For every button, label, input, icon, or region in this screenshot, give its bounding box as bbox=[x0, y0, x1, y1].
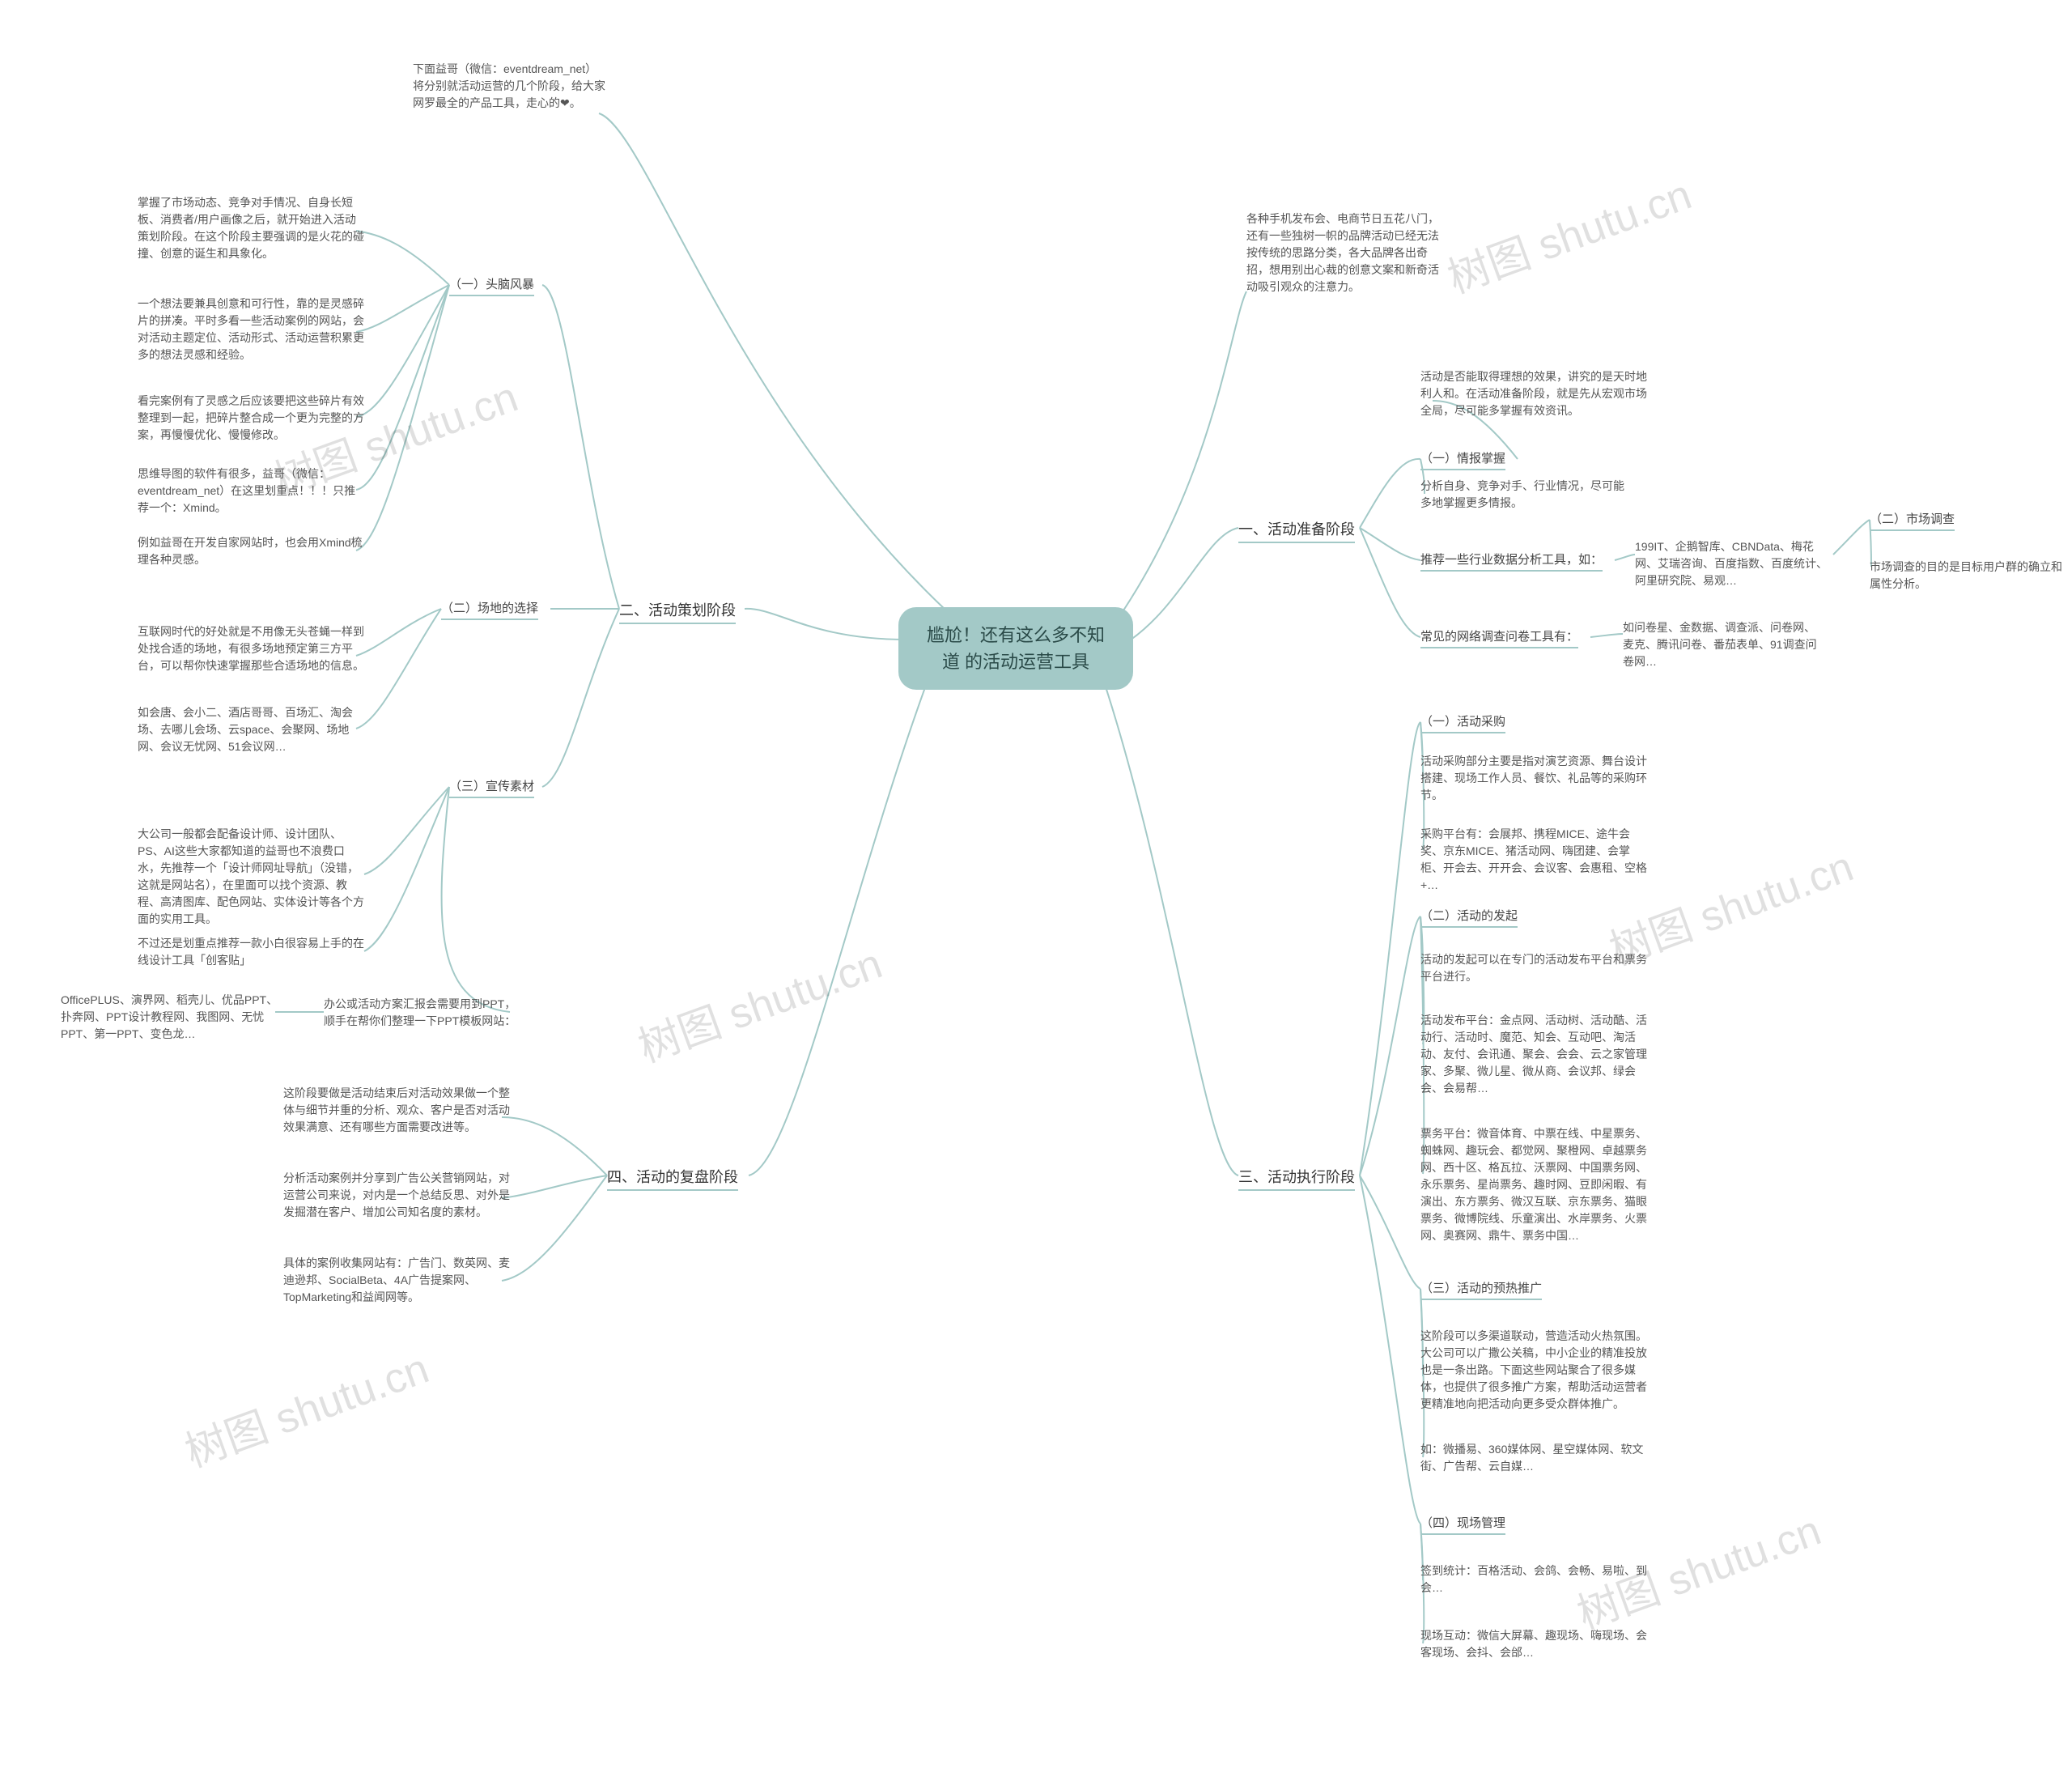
leaf: 签到统计：百格活动、会鸽、会畅、易啦、到会… bbox=[1420, 1562, 1647, 1596]
leaf: 这阶段要做是活动结束后对活动效果做一个整体与细节并重的分析、观众、客户是否对活动… bbox=[283, 1085, 510, 1136]
leaf: 199IT、企鹅智库、CBNData、梅花网、艾瑞咨询、百度指数、百度统计、阿里… bbox=[1635, 538, 1829, 589]
leaf: 这阶段可以多渠道联动，营造活动火热氛围。大公司可以广撒公关稿，中小企业的精准投放… bbox=[1420, 1328, 1647, 1413]
sub-material[interactable]: （三）宣传素材 bbox=[449, 777, 534, 798]
leaf: 市场调查的目的是目标用户群的确立和属性分析。 bbox=[1870, 559, 2064, 593]
branch-review[interactable]: 四、活动的复盘阶段 bbox=[607, 1166, 738, 1191]
sub-brainstorm[interactable]: （一）头脑风暴 bbox=[449, 275, 534, 296]
sub-intel[interactable]: （一）情报掌握 bbox=[1420, 449, 1505, 470]
sub-tools[interactable]: 推荐一些行业数据分析工具，如： bbox=[1420, 551, 1603, 572]
leaf: 如会唐、会小二、酒店哥哥、百场汇、淘会场、去哪儿会场、云space、会聚网、场地… bbox=[138, 704, 364, 755]
leaf: 采购平台有：会展邦、携程MICE、途牛会奖、京东MICE、猪活动网、嗨团建、会掌… bbox=[1420, 826, 1647, 894]
watermark: 树图 shutu.cn bbox=[176, 1334, 436, 1478]
branch-prepare[interactable]: 一、活动准备阶段 bbox=[1238, 518, 1355, 543]
center-topic[interactable]: 尴尬！还有这么多不知道 的活动运营工具 bbox=[898, 607, 1133, 690]
leaf: 活动的发起可以在专门的活动发布平台和票务平台进行。 bbox=[1420, 951, 1647, 985]
leaf: 如：微播易、360媒体网、星空媒体网、软文街、广告帮、云自媒… bbox=[1420, 1441, 1647, 1475]
leaf: 分析自身、竞争对手、行业情况，尽可能多地掌握更多情报。 bbox=[1420, 478, 1631, 512]
leaf: 现场互动：微信大屏幕、趣现场、嗨现场、会客现场、会抖、会邰… bbox=[1420, 1627, 1647, 1661]
leaf: 不过还是划重点推荐一款小白很容易上手的在线设计工具「创客贴」 bbox=[138, 935, 364, 969]
leaf: 办公或活动方案汇报会需要用到PPT，顺手在帮你们整理一下PPT模板网站： bbox=[324, 996, 518, 1030]
intro-left: 下面益哥（微信：eventdream_net）将分别就活动运营的几个阶段，给大家… bbox=[413, 61, 607, 112]
branch-plan[interactable]: 二、活动策划阶段 bbox=[619, 599, 736, 624]
leaf: 大公司一般都会配备设计师、设计团队、PS、AI这些大家都知道的益哥也不浪费口水，… bbox=[138, 826, 364, 928]
leaf: 例如益哥在开发自家网站时，也会用Xmind梳理各种灵感。 bbox=[138, 534, 364, 568]
sub-onsite[interactable]: （四）现场管理 bbox=[1420, 1514, 1505, 1535]
leaf: 如问卷星、金数据、调查派、问卷网、麦克、腾讯问卷、番茄表单、91调查问卷网… bbox=[1623, 619, 1817, 670]
leaf: 互联网时代的好处就是不用像无头苍蝇一样到处找合适的场地，有很多场地预定第三方平台… bbox=[138, 623, 364, 674]
leaf: 活动发布平台：金点网、活动树、活动酷、活动行、活动时、魔范、知会、互动吧、淘活动… bbox=[1420, 1012, 1647, 1097]
leaf: 掌握了市场动态、竞争对手情况、自身长短板、消费者/用户画像之后，就开始进入活动策… bbox=[138, 194, 364, 262]
watermark: 树图 shutu.cn bbox=[629, 929, 890, 1073]
sub-launch[interactable]: （二）活动的发起 bbox=[1420, 907, 1518, 928]
leaf: 一个想法要兼具创意和可行性，靠的是灵感碎片的拼凑。平时多看一些活动案例的网站，会… bbox=[138, 295, 364, 363]
leaf: 看完案例有了灵感之后应该要把这些碎片有效整理到一起，把碎片整合成一个更为完整的方… bbox=[138, 393, 364, 444]
leaf: 活动采购部分主要是指对演艺资源、舞台设计搭建、现场工作人员、餐饮、礼品等的采购环… bbox=[1420, 753, 1647, 804]
sub-market-research[interactable]: （二）市场调查 bbox=[1870, 510, 1955, 531]
leaf: 票务平台：微音体育、中票在线、中星票务、蜘蛛网、趣玩会、都觉网、聚橙网、卓越票务… bbox=[1420, 1125, 1647, 1244]
sub-venue[interactable]: （二）场地的选择 bbox=[441, 599, 538, 620]
leaf: 具体的案例收集网站有：广告门、数英网、麦迪逊邦、SocialBeta、4A广告提… bbox=[283, 1255, 510, 1306]
leaf: 思维导图的软件有很多，益哥（微信：eventdream_net）在这里划重点！！… bbox=[138, 466, 364, 517]
leaf: 分析活动案例并分享到广告公关营销网站，对运营公司来说，对内是一个总结反思、对外是… bbox=[283, 1170, 510, 1221]
sub-purchase[interactable]: （一）活动采购 bbox=[1420, 712, 1505, 733]
leaf: 活动是否能取得理想的效果，讲究的是天时地利人和。在活动准备阶段，就是先从宏观市场… bbox=[1420, 368, 1647, 419]
sub-promo[interactable]: （三）活动的预热推广 bbox=[1420, 1279, 1542, 1300]
sub-survey[interactable]: 常见的网络调查问卷工具有： bbox=[1420, 627, 1578, 648]
watermark: 树图 shutu.cn bbox=[1438, 160, 1699, 304]
leaf-ppt: OfficePLUS、演界网、稻壳儿、优品PPT、扑奔网、PPT设计教程网、我图… bbox=[61, 992, 287, 1043]
branch-execute[interactable]: 三、活动执行阶段 bbox=[1238, 1166, 1355, 1191]
intro-right: 各种手机发布会、电商节日五花八门，还有一些独树一帜的品牌活动已经无法按传统的思路… bbox=[1246, 210, 1441, 295]
